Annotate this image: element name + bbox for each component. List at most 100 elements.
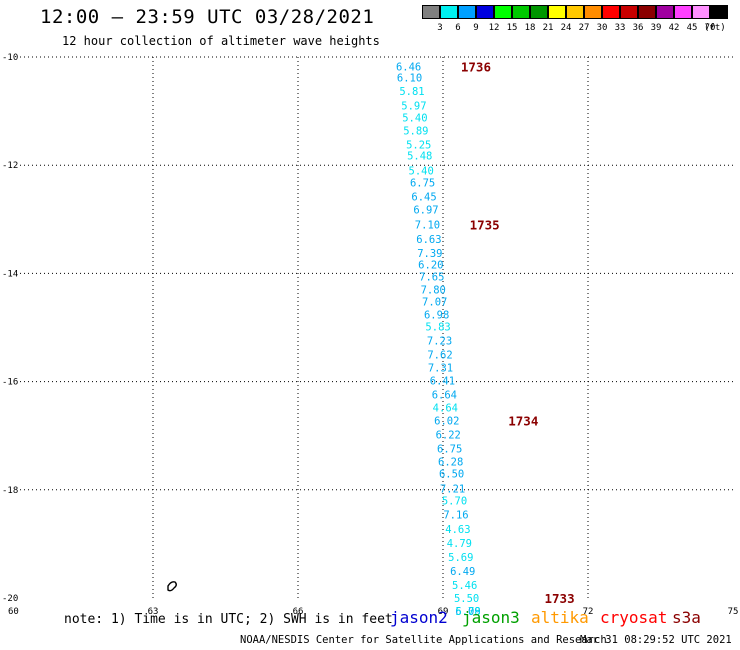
lat-tick-label: -14 xyxy=(2,269,18,279)
timestamp: Mar 31 08:29:52 UTC 2021 xyxy=(580,634,732,646)
legend-swatch xyxy=(440,5,458,19)
legend-swatch xyxy=(584,5,602,19)
credit-text: NOAA/NESDIS Center for Satellite Applica… xyxy=(240,634,607,646)
wave-height-value: 6.22 xyxy=(436,430,461,442)
lat-tick-label: -10 xyxy=(2,53,18,63)
wave-height-value: 7.39 xyxy=(417,248,442,260)
wave-height-value: 7.62 xyxy=(427,350,452,362)
wave-height-value: 4.64 xyxy=(433,403,458,415)
wave-height-value: 5.40 xyxy=(402,113,427,125)
legend-swatch xyxy=(638,5,656,19)
legend-swatch xyxy=(710,5,728,19)
wave-height-value: 6.09 xyxy=(455,606,480,618)
wave-height-value: 7.23 xyxy=(427,335,452,347)
legend-label: 15 xyxy=(506,23,518,33)
legend-label: 45 xyxy=(686,23,698,33)
wave-height-value: 6.75 xyxy=(437,444,462,456)
lon-tick-label: 66 xyxy=(293,607,304,617)
wave-height-value: 6.45 xyxy=(411,192,436,204)
pass-time-label: 1734 xyxy=(508,414,538,429)
legend-label: 70 xyxy=(704,23,716,33)
wave-height-value: 6.28 xyxy=(438,457,463,469)
wave-height-value: 5.78 xyxy=(455,606,480,618)
wave-height-value: 5.25 xyxy=(406,140,431,152)
legend-label: 12 xyxy=(488,23,500,33)
lat-tick-label: -12 xyxy=(2,161,18,171)
legend-label: 42 xyxy=(668,23,680,33)
lon-tick-label: 63 xyxy=(148,607,159,617)
pass-time-label: 1733 xyxy=(545,591,575,606)
island-outline xyxy=(167,581,177,592)
legend-label: 30 xyxy=(596,23,608,33)
wave-height-value: 6.20 xyxy=(418,260,443,272)
wave-height-value: 5.46 xyxy=(452,580,477,592)
pass-time-label: 1735 xyxy=(470,218,500,233)
wave-height-value: 5.50 xyxy=(454,593,479,605)
legend-swatch xyxy=(494,5,512,19)
satellite-cryosat: cryosat xyxy=(600,608,668,627)
lat-tick-label: -16 xyxy=(2,378,18,388)
legend-swatch xyxy=(620,5,638,19)
legend-swatch xyxy=(476,5,494,19)
wave-height-value: 6.50 xyxy=(439,469,464,481)
lon-tick-label: 69 xyxy=(438,607,449,617)
lon-tick-label: 75 xyxy=(728,607,739,617)
wave-height-value: 5.70 xyxy=(442,496,467,508)
wave-height-value: 6.63 xyxy=(416,234,441,246)
wave-height-value: 7.16 xyxy=(443,510,468,522)
wave-height-value: 6.49 xyxy=(450,566,475,578)
wave-height-value: 5.89 xyxy=(403,126,428,138)
wave-height-value: 6.10 xyxy=(397,73,422,85)
legend-label: 6 xyxy=(455,23,461,33)
wave-height-value: 5.81 xyxy=(399,86,424,98)
chart-subtitle: 12 hour collection of altimeter wave hei… xyxy=(62,34,380,48)
wave-height-value: 7.80 xyxy=(421,285,446,297)
legend-swatch xyxy=(674,5,692,19)
lon-tick-label: 60 xyxy=(8,607,19,617)
wave-height-value: 5.69 xyxy=(448,552,473,564)
wave-height-value: 7.07 xyxy=(422,297,447,309)
wave-height-value: 7.10 xyxy=(415,220,440,232)
lat-tick-label: -18 xyxy=(2,486,18,496)
wave-height-value: 6.46 xyxy=(396,62,421,74)
lon-tick-label: 72 xyxy=(583,607,594,617)
legend-swatch xyxy=(602,5,620,19)
lat-tick-label: -20 xyxy=(2,594,18,604)
legend-label: 24 xyxy=(560,23,572,33)
wave-height-value: 6.75 xyxy=(410,178,435,190)
wave-height-value: 5.48 xyxy=(407,150,432,162)
wave-height-value: 6.97 xyxy=(413,205,438,217)
satellite-jason3: jason3 xyxy=(462,608,520,627)
legend-swatch xyxy=(512,5,530,19)
legend-swatch xyxy=(692,5,710,19)
legend-label: 18 xyxy=(524,23,536,33)
wave-height-value: 7.65 xyxy=(419,272,444,284)
wave-height-value: 7.31 xyxy=(428,363,453,375)
wave-height-value: 6.41 xyxy=(430,376,455,388)
legend-swatch xyxy=(422,5,440,19)
wave-height-value: 7.21 xyxy=(440,484,465,496)
legend-swatch xyxy=(566,5,584,19)
pass-time-label: 1736 xyxy=(461,60,491,75)
legend-swatch xyxy=(656,5,674,19)
legend-label: 21 xyxy=(542,23,554,33)
wave-height-value: 6.98 xyxy=(424,310,449,322)
wave-height-value: 5.97 xyxy=(401,101,426,113)
legend-swatch xyxy=(548,5,566,19)
wave-height-value: 4.79 xyxy=(447,538,472,550)
wave-height-value: 5.83 xyxy=(425,321,450,333)
chart-title: 12:00 – 23:59 UTC 03/28/2021 xyxy=(40,6,375,28)
legend-label: 39 xyxy=(650,23,662,33)
legend-label: 27 xyxy=(578,23,590,33)
legend-label: 9 xyxy=(473,23,479,33)
wave-height-value: 6.64 xyxy=(432,390,457,402)
satellite-altika: altika xyxy=(531,608,589,627)
legend-label: 36 xyxy=(632,23,644,33)
note-text: note: 1) Time is in UTC; 2) SWH is in fe… xyxy=(64,612,393,627)
satellite-s3a: s3a xyxy=(672,608,701,627)
legend-unit: (ft) xyxy=(704,23,726,33)
satellite-jason2: jason2 xyxy=(390,608,448,627)
legend-swatch xyxy=(530,5,548,19)
wave-height-value: 6.02 xyxy=(434,416,459,428)
